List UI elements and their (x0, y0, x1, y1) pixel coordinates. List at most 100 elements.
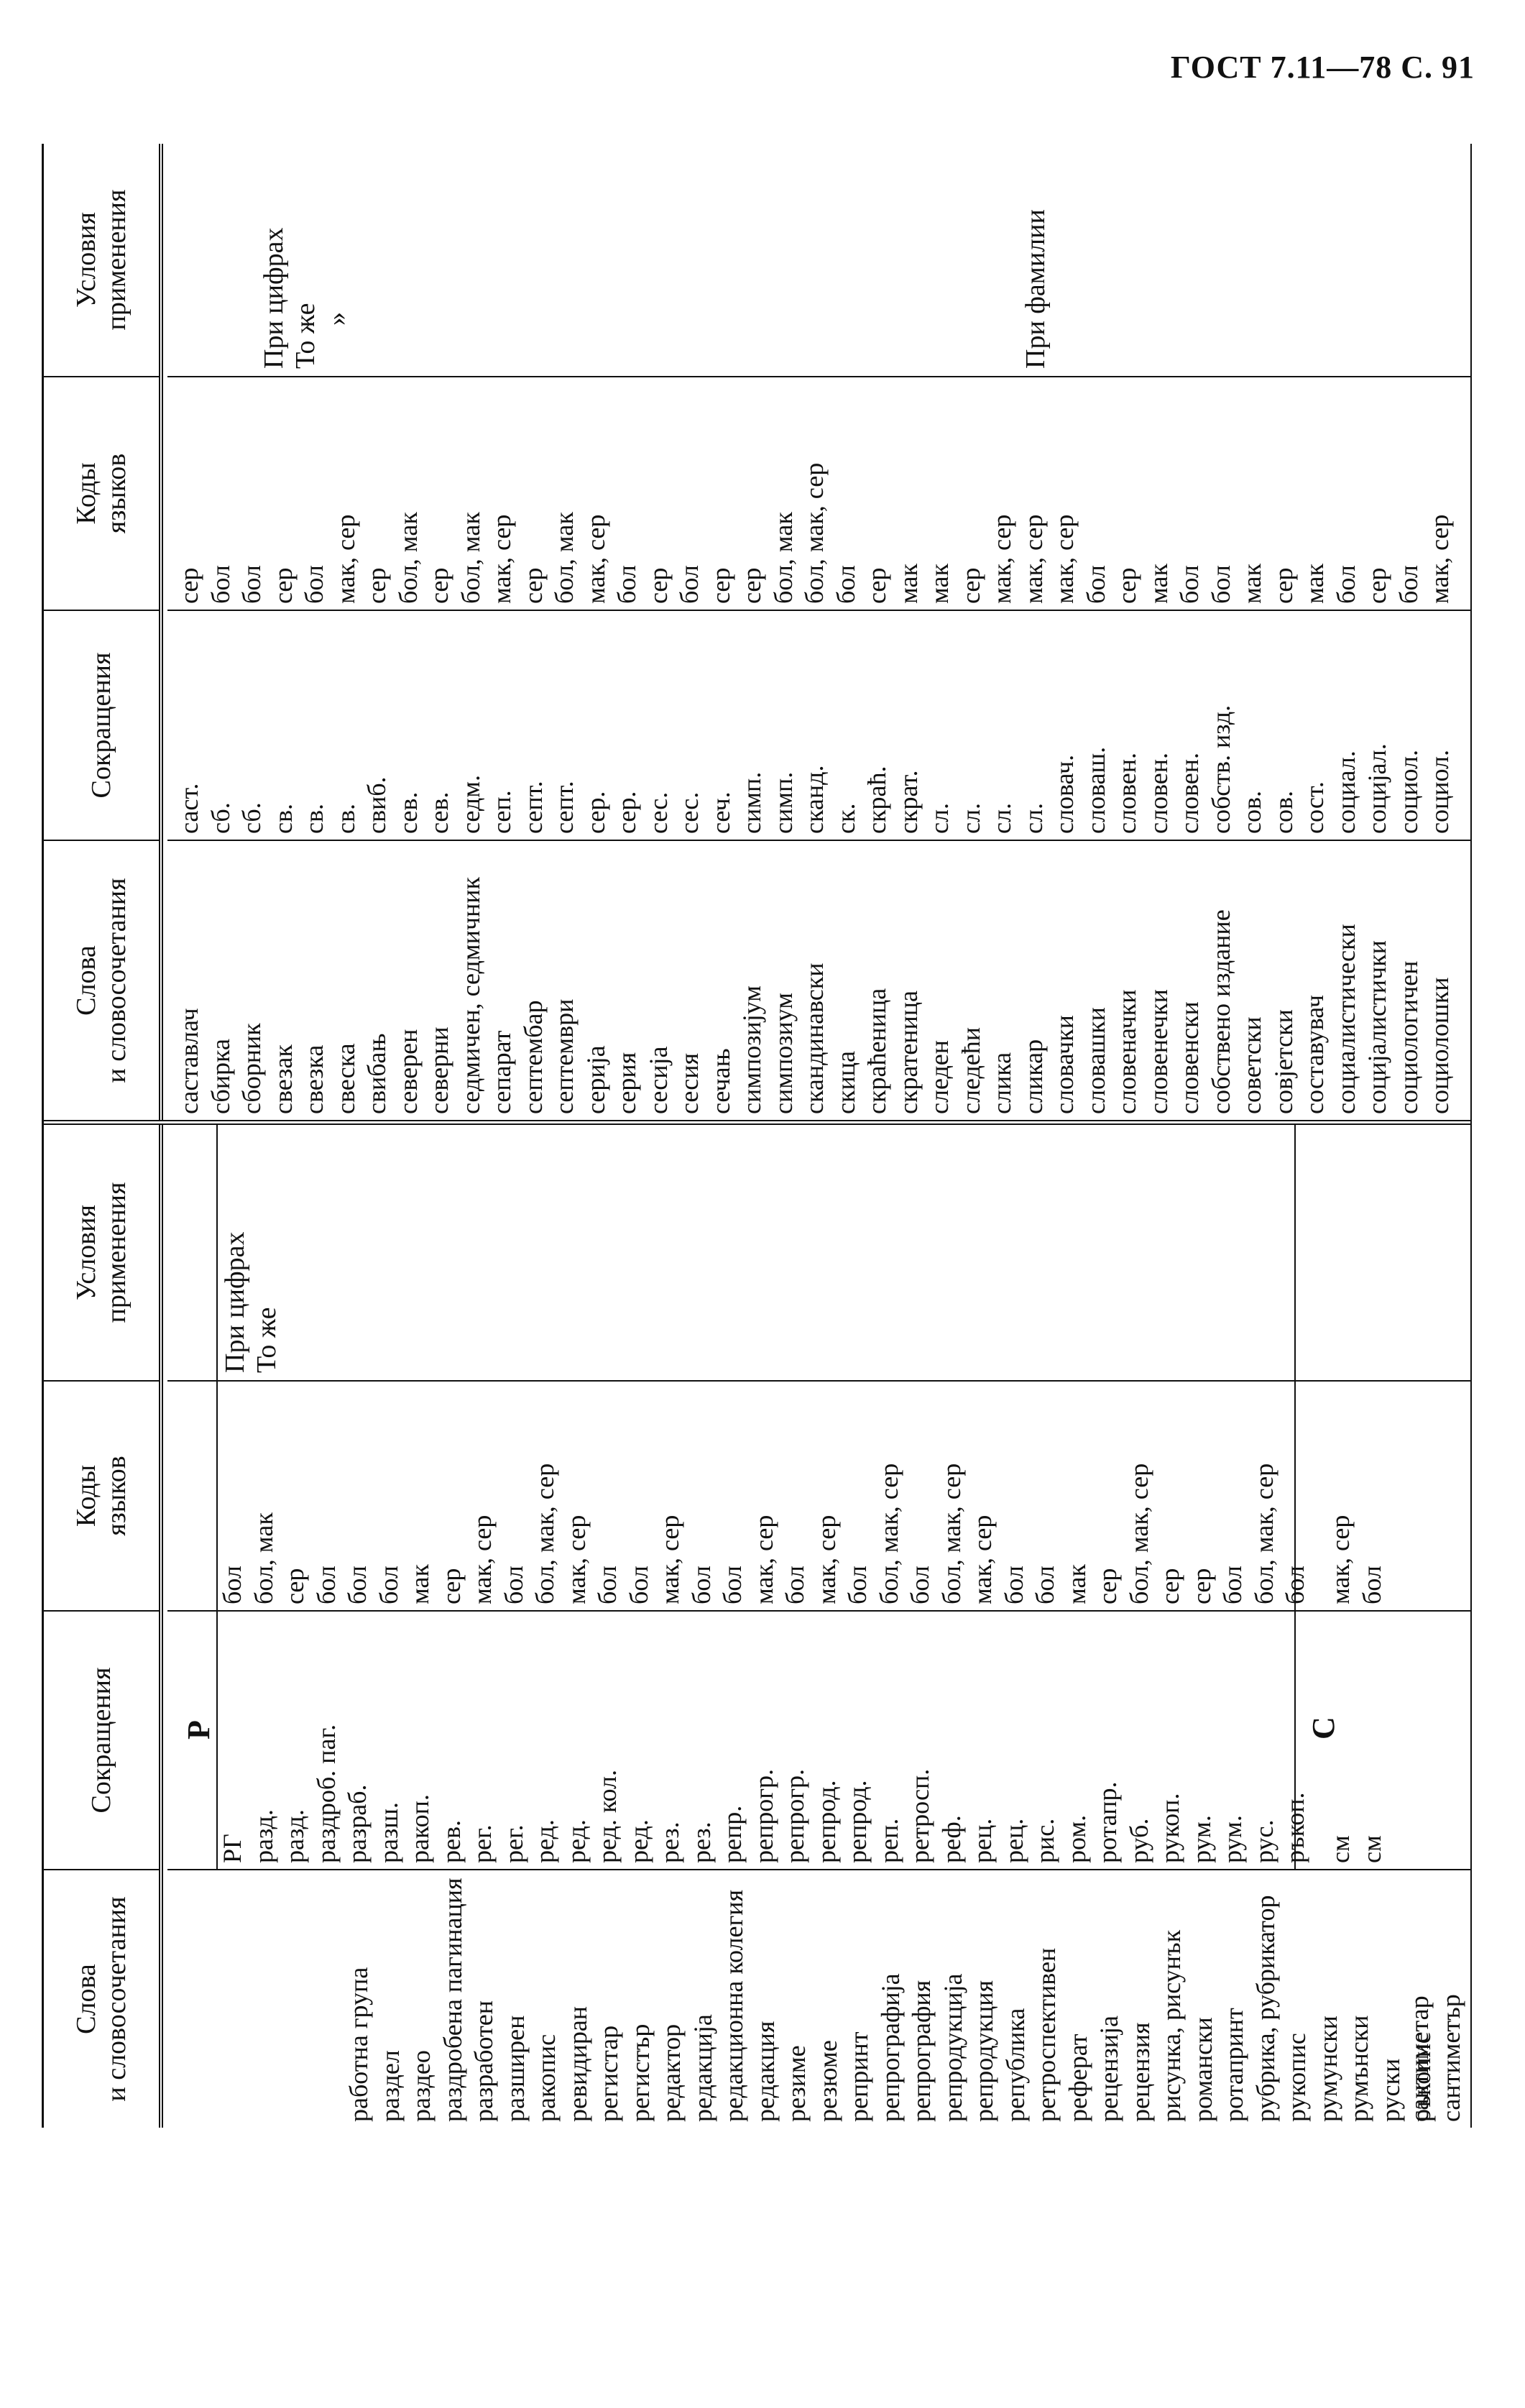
table-cell-code: мак, сер (561, 1515, 591, 1604)
table-cell-abbr: ракоп. (405, 1794, 434, 1863)
table-cell-word: септембар (518, 1000, 548, 1114)
table-cell-word: репринт (844, 2031, 873, 2122)
table-cell-abbr: ром. (1061, 1814, 1091, 1863)
table-cell-code: сер (268, 567, 298, 604)
table-cell-abbr: ред. (624, 1819, 653, 1863)
table-cell-code: бол (675, 565, 704, 604)
cond-same-left: То же (252, 1307, 282, 1373)
table-cell-word: северен (393, 1029, 423, 1114)
letter-s: С (1306, 1717, 1341, 1740)
table-cell-abbr: рец. (999, 1818, 1028, 1863)
table-cell-word: скратеница (893, 990, 923, 1114)
table-cell-code: мак, сер (968, 1515, 997, 1604)
table-cell-code: бол, мак, сер (800, 462, 829, 604)
table-cell-code: бол (343, 1566, 372, 1604)
table-cell-abbr: словен. (1112, 753, 1141, 834)
table-cell-word: советски (1238, 1016, 1266, 1114)
table-cell-word: рецензија (1095, 2016, 1123, 2122)
cond-ditto-right: » (322, 312, 352, 326)
header-words: Слова и словосочетания (44, 1869, 159, 2128)
table-cell-code: бол, мак (393, 512, 423, 604)
table-cell-word: ретроспективен (1032, 1947, 1061, 2122)
table-cell-word: репродукција (938, 1973, 967, 2122)
table-cell-word: саставлач (175, 1008, 203, 1114)
table-cell-word: симпозиум (768, 992, 798, 1114)
table-right-half: Слова и словосочетания Сокращения Коды я… (44, 144, 1470, 1120)
table-cell-word: рукопис (1282, 2033, 1311, 2122)
rotated-table-stage: Слова и словосочетания Сокращения Коды я… (42, 144, 1472, 2128)
table-cell-code: мак, сер (749, 1515, 778, 1604)
table-cell-word: слика (987, 1052, 1016, 1114)
table-cell-code: бол (1331, 565, 1360, 604)
table-cell-word: резиме (782, 2045, 811, 2122)
abbreviation-table: Слова и словосочетания Сокращения Коды я… (42, 144, 1472, 2128)
table-cell-code: сер (1363, 567, 1391, 604)
table-cell-word: реферат (1063, 2034, 1092, 2122)
table-cell-code: бол, мак (456, 512, 485, 604)
section-line-s (1294, 1125, 1296, 1869)
table-cell-code: бол, мак (768, 512, 798, 604)
table-cell-abbr: социол. (1393, 750, 1423, 834)
table-cell-word: регистар (594, 2025, 623, 2122)
header-words-right: Слова и словосочетания (44, 840, 159, 1120)
table-cell-abbr: сер. (581, 791, 610, 834)
table-cell-word: румунски (1313, 2016, 1342, 2122)
table-cell-word: сбирка (206, 1039, 235, 1114)
table-cell-abbr: репрогр. (780, 1768, 809, 1863)
table-cell-abbr: сеп. (487, 790, 516, 834)
table-cell-abbr: св. (331, 804, 360, 834)
col-abbr-right: саст. сб. сб. св. св. св. свиб. сев. сев. седм. се… (167, 610, 1470, 840)
table-cell-abbr: рум. (1187, 1815, 1216, 1863)
table-cell-code: бол (686, 1566, 716, 1604)
table-cell-word: сесия (675, 1052, 704, 1114)
table-cell-word: раздел (375, 2050, 405, 2122)
table-cell-code: мак (1143, 563, 1173, 604)
table-cell-word: следен (925, 1039, 954, 1114)
table-cell-abbr: седм. (456, 774, 485, 834)
table-cell-code: бол, мак, сер (936, 1463, 966, 1604)
table-cell-abbr: сканд. (800, 765, 829, 834)
table-cell-code: сер (175, 567, 203, 604)
table-cell-abbr: рез. (655, 1821, 684, 1863)
table-cell-word: скица (831, 1051, 860, 1114)
table-cell-code: бол (624, 1566, 653, 1604)
header-row-left: Слова и словосочетания Сокращения Коды я… (44, 1125, 163, 2128)
table-cell-abbr: сб. (237, 802, 266, 834)
table-cell-word: разширен (500, 2015, 530, 2122)
table-cell-word: репродукция (969, 1980, 998, 2122)
cond-digits-left: При цифрах (220, 1231, 250, 1373)
table-cell-word: скраћеница (862, 988, 891, 1114)
table-cell-code: бол (780, 1566, 809, 1604)
table-cell-abbr: симп. (737, 771, 766, 834)
table-cell-abbr: сб. (206, 802, 235, 834)
header-abbr: Сокращения (44, 1610, 159, 1869)
table-cell-word: социолошки (1425, 977, 1454, 1114)
table-cell-word: сантиметър (1436, 1994, 1465, 2122)
table-cell-code: бол, мак (550, 512, 579, 604)
table-cell-abbr: словаш. (1081, 746, 1110, 834)
table-cell-code: мак, сер (468, 1515, 497, 1604)
table-cell-code: сер (1187, 1568, 1216, 1604)
table-cell-word: работна група (344, 1967, 373, 2122)
table-cell-abbr: рис. (1031, 1818, 1059, 1863)
table-cell-abbr: св. (300, 804, 328, 834)
table-cell-abbr: сл. (925, 803, 954, 834)
table-cell-abbr: сост. (1300, 781, 1329, 834)
table-cell-code: бол (206, 565, 235, 604)
table-cell-abbr: реп. (874, 1818, 903, 1863)
table-cell-word: скандинавски (800, 962, 829, 1114)
table-cell-word: свезка (300, 1044, 328, 1114)
table-cell-code: сер (1112, 567, 1141, 604)
table-cell-abbr: рев. (436, 1820, 466, 1863)
col-cond-right: При цифрах То же » При фамилии (167, 144, 1470, 376)
table-cell-code: бол, мак, сер (1249, 1463, 1278, 1604)
table-cell-abbr: см (1326, 1835, 1355, 1863)
table-cell-code: сер (862, 567, 891, 604)
table-cell-code: мак, сер (1425, 514, 1454, 604)
table-cell-code: бол (999, 1566, 1028, 1604)
table-cell-word: словенски (1175, 1001, 1204, 1114)
table-cell-word: словачки (1050, 1015, 1079, 1114)
table-cell-code: сер (362, 567, 391, 604)
table-cell-code: бол (1175, 565, 1204, 604)
table-cell-word: рисунка, рисунък (1157, 1929, 1186, 2122)
